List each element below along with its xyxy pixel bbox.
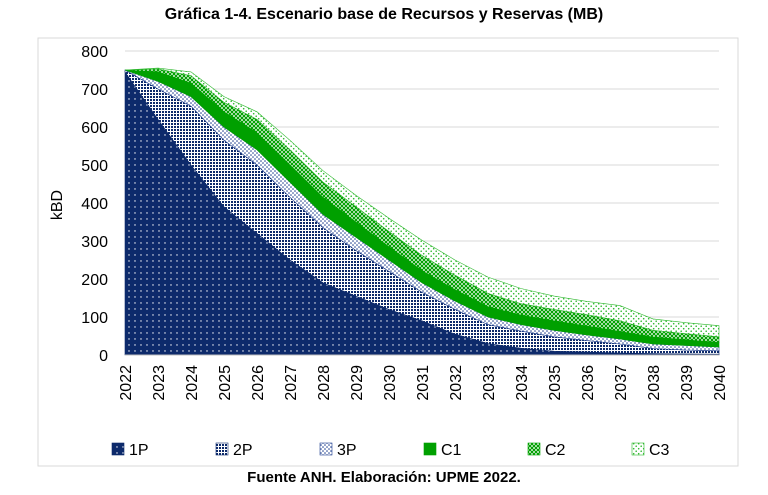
legend-label-c3: C3 <box>649 442 670 459</box>
y-tick-label: 800 <box>81 44 108 61</box>
legend-label-1p: 1P <box>129 442 149 459</box>
y-tick-label: 700 <box>81 82 108 99</box>
x-tick-label: 2039 <box>679 365 696 401</box>
x-tick-label: 2025 <box>217 365 234 401</box>
chart-title: Gráfica 1-4. Escenario base de Recursos … <box>164 6 604 23</box>
legend-label-c1: C1 <box>441 442 462 459</box>
x-tick-label: 2024 <box>184 365 201 401</box>
y-tick-label: 0 <box>99 348 108 365</box>
x-tick-label: 2038 <box>646 365 663 401</box>
x-tick-label: 2026 <box>250 365 267 401</box>
area-series-c3 <box>124 67 720 338</box>
x-tick-label: 2023 <box>151 365 168 401</box>
legend: 1P 2P 3P C1 C2 C3 <box>111 442 670 459</box>
legend-swatch-2p <box>215 442 229 456</box>
x-tick-label: 2032 <box>448 365 465 401</box>
x-tick-label: 2034 <box>514 365 531 401</box>
y-tick-label: 600 <box>81 120 108 137</box>
area-series <box>124 67 720 356</box>
legend-swatch-1p <box>111 442 125 456</box>
x-tick-label: 2040 <box>712 365 729 401</box>
y-tick-label: 300 <box>81 234 108 251</box>
y-tick-label: 200 <box>81 272 108 289</box>
x-tick-label: 2033 <box>481 365 498 401</box>
y-tick-label: 500 <box>81 158 108 175</box>
y-tick-label: 400 <box>81 196 108 213</box>
x-tick-label: 2035 <box>547 365 564 401</box>
x-tick-label: 2030 <box>382 365 399 401</box>
x-tick-label: 2029 <box>349 365 366 401</box>
chart-source-note: Fuente ANH. Elaboración: UPME 2022. <box>247 469 521 486</box>
x-tick-label: 2022 <box>118 365 135 401</box>
x-tick-label: 2031 <box>415 365 432 401</box>
y-axis-label: kBD <box>49 190 66 220</box>
chart-frame <box>37 37 739 467</box>
legend-label-3p: 3P <box>337 442 357 459</box>
legend-swatch-c2 <box>527 442 541 456</box>
x-tick-label: 2036 <box>580 365 597 401</box>
legend-swatch-c1 <box>423 442 437 456</box>
y-tick-label: 100 <box>81 310 108 327</box>
x-tick-label: 2037 <box>613 365 630 401</box>
x-tick-label: 2027 <box>283 365 300 401</box>
legend-label-2p: 2P <box>233 442 253 459</box>
legend-swatch-c3 <box>631 442 645 456</box>
legend-label-c2: C2 <box>545 442 566 459</box>
x-tick-label: 2028 <box>316 365 333 401</box>
axes: 0 100 200 300 400 500 600 700 800 2022 2023 2024 202… <box>49 44 729 401</box>
legend-swatch-3p <box>319 442 333 456</box>
